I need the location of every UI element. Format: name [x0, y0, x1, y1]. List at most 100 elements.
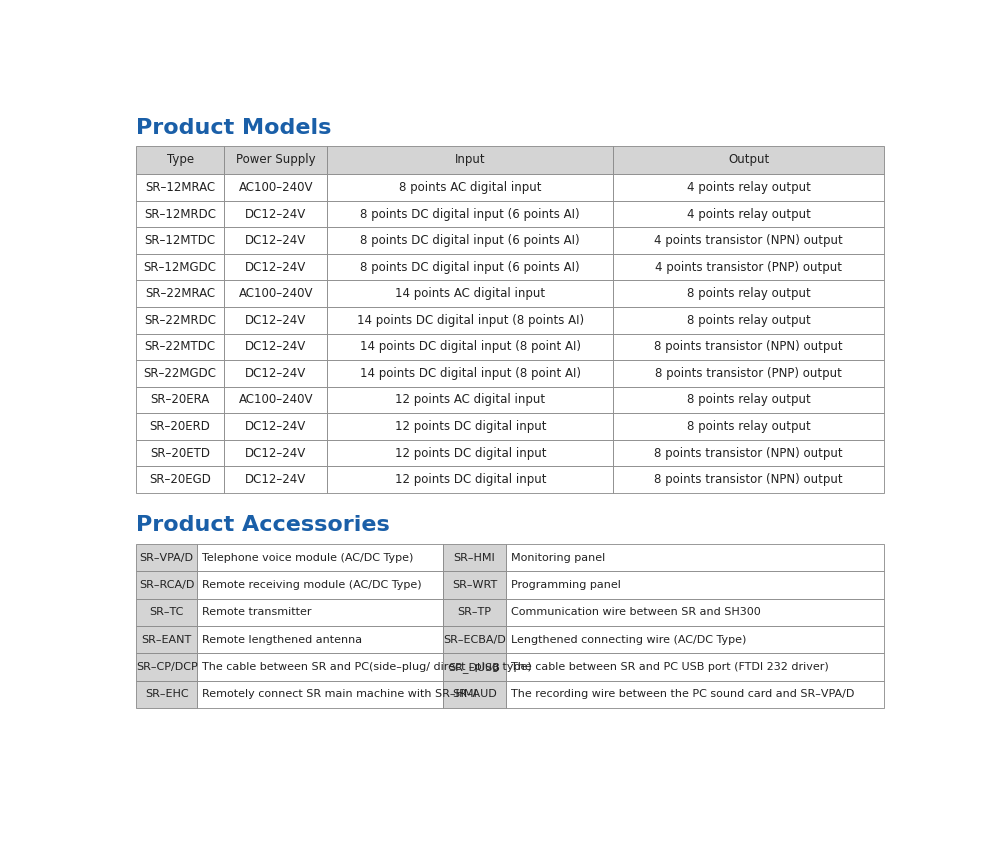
Text: SR–TC: SR–TC: [149, 608, 184, 617]
Bar: [136, 307, 224, 334]
Bar: [612, 146, 883, 174]
Bar: [506, 654, 883, 681]
Bar: [197, 544, 442, 571]
Bar: [197, 626, 442, 654]
Bar: [327, 334, 612, 360]
Text: SR–22MRAC: SR–22MRAC: [145, 288, 215, 300]
Text: 8 points DC digital input (6 points AI): 8 points DC digital input (6 points AI): [360, 234, 580, 247]
Text: 4 points transistor (PNP) output: 4 points transistor (PNP) output: [654, 260, 841, 274]
Text: Remotely connect SR main machine with SR–HMI: Remotely connect SR main machine with SR…: [202, 689, 476, 700]
Text: 8 points transistor (NPN) output: 8 points transistor (NPN) output: [653, 473, 842, 486]
Bar: [224, 466, 327, 493]
Text: SR–WRT: SR–WRT: [451, 580, 497, 590]
Bar: [506, 571, 883, 599]
Bar: [327, 146, 612, 174]
Text: AC100–240V: AC100–240V: [239, 181, 313, 194]
Text: 12 points DC digital input: 12 points DC digital input: [395, 420, 546, 433]
Text: 14 points DC digital input (8 point AI): 14 points DC digital input (8 point AI): [360, 340, 580, 353]
Bar: [506, 681, 883, 708]
Text: SR–12MRAC: SR–12MRAC: [145, 181, 215, 194]
Bar: [197, 599, 442, 626]
Text: Output: Output: [728, 153, 768, 167]
Text: Remote receiving module (AC/DC Type): Remote receiving module (AC/DC Type): [202, 580, 421, 590]
Text: 4 points transistor (NPN) output: 4 points transistor (NPN) output: [653, 234, 842, 247]
Text: Communication wire between SR and SH300: Communication wire between SR and SH300: [510, 608, 759, 617]
Text: SR–20ETD: SR–20ETD: [150, 447, 210, 460]
Bar: [327, 414, 612, 440]
Bar: [506, 626, 883, 654]
Bar: [506, 544, 883, 571]
Text: 8 points relay output: 8 points relay output: [686, 393, 809, 407]
Bar: [612, 466, 883, 493]
Text: DC12–24V: DC12–24V: [245, 208, 306, 220]
Bar: [442, 571, 506, 599]
Bar: [612, 414, 883, 440]
Bar: [442, 654, 506, 681]
Bar: [197, 654, 442, 681]
Bar: [136, 599, 197, 626]
Text: 12 points AC digital input: 12 points AC digital input: [395, 393, 545, 407]
Text: 14 points DC digital input (8 point AI): 14 points DC digital input (8 point AI): [360, 367, 580, 380]
Bar: [136, 440, 224, 466]
Text: 4 points relay output: 4 points relay output: [686, 208, 810, 220]
Bar: [197, 681, 442, 708]
Text: Type: Type: [166, 153, 194, 167]
Text: SR–HMI: SR–HMI: [453, 553, 495, 563]
Text: SR–ECBA/D: SR–ECBA/D: [442, 635, 505, 645]
Text: 8 points relay output: 8 points relay output: [686, 288, 809, 300]
Text: SR–20EGD: SR–20EGD: [149, 473, 211, 486]
Text: DC12–24V: DC12–24V: [245, 340, 306, 353]
Text: 8 points DC digital input (6 points AI): 8 points DC digital input (6 points AI): [360, 208, 580, 220]
Text: SR–22MRDC: SR–22MRDC: [144, 314, 216, 327]
Bar: [612, 201, 883, 227]
Bar: [136, 654, 197, 681]
Bar: [612, 334, 883, 360]
Text: SR–20ERA: SR–20ERA: [150, 393, 210, 407]
Text: SR–20ERD: SR–20ERD: [149, 420, 211, 433]
Bar: [442, 681, 506, 708]
Bar: [224, 227, 327, 254]
Bar: [136, 414, 224, 440]
Text: SR–EHC: SR–EHC: [145, 689, 188, 700]
Text: SR–RCA/D: SR–RCA/D: [139, 580, 194, 590]
Text: Power Supply: Power Supply: [236, 153, 315, 167]
Bar: [327, 440, 612, 466]
Text: Remote transmitter: Remote transmitter: [202, 608, 311, 617]
Bar: [612, 360, 883, 386]
Bar: [136, 571, 197, 599]
Bar: [136, 466, 224, 493]
Text: DC12–24V: DC12–24V: [245, 473, 306, 486]
Text: The recording wire between the PC sound card and SR–VPA/D: The recording wire between the PC sound …: [510, 689, 854, 700]
Bar: [136, 281, 224, 307]
Bar: [442, 544, 506, 571]
Text: SR–TP: SR–TP: [457, 608, 491, 617]
Bar: [612, 227, 883, 254]
Bar: [506, 599, 883, 626]
Text: SR–22MGDC: SR–22MGDC: [143, 367, 217, 380]
Text: AC100–240V: AC100–240V: [239, 393, 313, 407]
Text: DC12–24V: DC12–24V: [245, 447, 306, 460]
Text: 8 points transistor (PNP) output: 8 points transistor (PNP) output: [654, 367, 841, 380]
Bar: [612, 440, 883, 466]
Text: The cable between SR and PC(side–plug/ direct –plug type): The cable between SR and PC(side–plug/ d…: [202, 662, 531, 672]
Text: SR–CP/DCP: SR–CP/DCP: [135, 662, 198, 672]
Bar: [327, 386, 612, 414]
Text: SR_DUSB: SR_DUSB: [448, 661, 500, 672]
Text: SR–12MGDC: SR–12MGDC: [143, 260, 217, 274]
Bar: [136, 360, 224, 386]
Bar: [224, 307, 327, 334]
Bar: [224, 414, 327, 440]
Text: Input: Input: [454, 153, 485, 167]
Bar: [612, 386, 883, 414]
Text: SR–22MTDC: SR–22MTDC: [144, 340, 216, 353]
Bar: [224, 281, 327, 307]
Text: Product Models: Product Models: [136, 118, 331, 138]
Bar: [327, 281, 612, 307]
Bar: [136, 227, 224, 254]
Text: Lengthened connecting wire (AC/DC Type): Lengthened connecting wire (AC/DC Type): [510, 635, 746, 645]
Bar: [224, 386, 327, 414]
Text: Product Accessories: Product Accessories: [136, 515, 390, 535]
Bar: [327, 307, 612, 334]
Bar: [224, 334, 327, 360]
Text: The cable between SR and PC USB port (FTDI 232 driver): The cable between SR and PC USB port (FT…: [510, 662, 828, 672]
